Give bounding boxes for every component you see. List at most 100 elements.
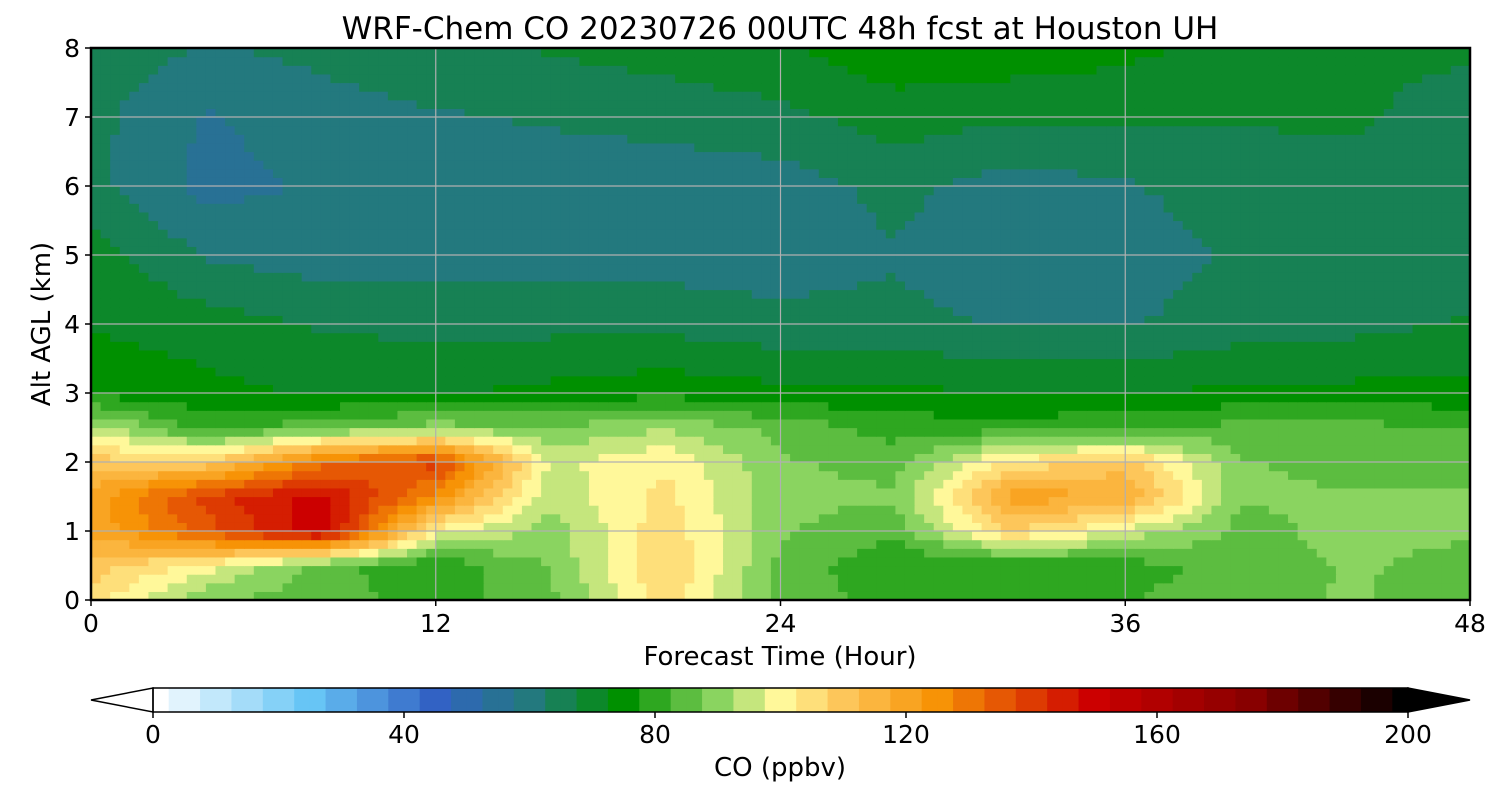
heat-cell [368, 436, 379, 446]
heat-cell [177, 349, 188, 360]
heat-cell [1374, 556, 1385, 567]
heat-cell [991, 574, 1002, 584]
heat-cell [952, 522, 964, 532]
heat-cell [378, 522, 389, 532]
heat-cell [521, 453, 533, 463]
heat-cell [847, 574, 858, 584]
heat-cell [1000, 574, 1011, 584]
heat-cell [435, 401, 446, 411]
heat-cell [847, 470, 858, 480]
heat-cell [1249, 324, 1260, 334]
heat-cell [751, 401, 762, 411]
heat-cell [943, 367, 954, 377]
heat-cell [876, 591, 887, 600]
heat-cell [1182, 462, 1193, 472]
heat-cell [914, 358, 925, 368]
heat-cell [129, 349, 140, 360]
heat-cell [933, 513, 944, 523]
heat-cell [1125, 375, 1136, 385]
heat-cell [809, 522, 820, 532]
heat-cell [828, 384, 839, 394]
heat-cell [608, 556, 619, 567]
heat-cell [847, 548, 858, 558]
heat-cell [885, 444, 897, 454]
heat-cell [560, 565, 571, 575]
heat-cell [598, 496, 609, 506]
heat-cell [1201, 565, 1213, 575]
heat-cell [407, 401, 418, 411]
heat-cell [675, 393, 686, 403]
heat-cell [617, 306, 628, 316]
heat-cell [1441, 479, 1452, 489]
heat-cell [531, 522, 542, 532]
heat-cell [1393, 505, 1404, 515]
heat-cell [694, 548, 705, 558]
heat-cell [1288, 349, 1299, 360]
heat-cell [435, 479, 446, 489]
heat-cell [1383, 444, 1394, 454]
heat-cell [1029, 505, 1040, 515]
heat-cell [282, 505, 293, 515]
heat-cell [339, 358, 351, 368]
heat-cell [1364, 418, 1375, 429]
heat-cell [914, 470, 925, 480]
heat-cell [608, 462, 619, 472]
heat-cell [1058, 574, 1069, 584]
heat-cell [675, 315, 686, 325]
heat-cell [608, 539, 619, 549]
heat-cell [1249, 556, 1260, 567]
heat-cell [1268, 427, 1280, 437]
heat-cell [962, 341, 973, 351]
heat-cell [991, 427, 1002, 437]
heat-cell [761, 418, 772, 429]
heat-cell [253, 539, 264, 549]
heat-cell [272, 315, 284, 325]
heat-cell [1230, 531, 1241, 541]
heat-cell [981, 418, 992, 429]
heat-cell [1355, 453, 1366, 463]
heat-cell [790, 574, 801, 584]
heat-cell [1230, 427, 1241, 437]
heat-cell [761, 453, 772, 463]
heat-cell [474, 531, 485, 541]
heat-cell [770, 513, 782, 523]
heat-cell [474, 548, 485, 558]
heat-cell [1173, 591, 1184, 600]
heat-cell [742, 384, 753, 394]
heat-cell [474, 565, 485, 575]
heat-cell [1010, 410, 1021, 420]
heat-cell [1278, 401, 1289, 411]
heat-cell [608, 367, 619, 377]
heat-cell [91, 358, 102, 368]
heat-cell [837, 479, 849, 489]
heat-cell [981, 436, 992, 446]
heat-cell [904, 453, 916, 463]
heat-cell [550, 401, 561, 411]
heat-cell [550, 574, 561, 584]
heat-cell [1221, 375, 1232, 385]
heat-cell [1278, 565, 1289, 575]
heat-cell [1077, 341, 1088, 351]
heat-cell [1441, 462, 1452, 472]
heat-cell [158, 462, 169, 472]
heat-cell [837, 487, 849, 498]
heat-cell [943, 375, 954, 385]
heat-cell [1230, 574, 1241, 584]
heat-cell [636, 582, 648, 592]
heat-cell [397, 548, 408, 558]
heat-cell [1134, 375, 1146, 385]
heat-cell [1355, 324, 1366, 334]
heat-cell [541, 462, 552, 472]
heat-cell [1019, 513, 1031, 523]
heat-cell [397, 349, 408, 360]
heat-cell [272, 548, 284, 558]
heat-cell [588, 565, 600, 575]
heat-cell [100, 539, 111, 549]
heat-cell [234, 384, 245, 394]
heat-cell [684, 582, 695, 592]
heat-cell [1288, 332, 1299, 342]
heat-cell [311, 513, 322, 523]
heat-cell [138, 358, 150, 368]
heat-cell [1125, 591, 1136, 600]
heat-cell [943, 565, 954, 575]
